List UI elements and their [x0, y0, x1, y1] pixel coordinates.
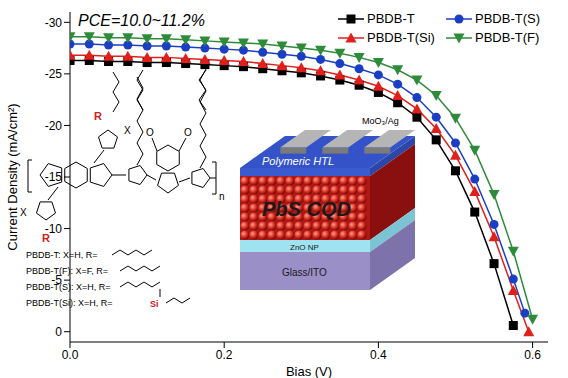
svg-text:X: X — [124, 125, 131, 136]
html-text:PCE=10.0~11.2%: PCE=10.0~11.2% — [78, 12, 205, 29]
html-text:PBDB-T(S): PBDB-T(S) — [475, 11, 540, 26]
svg-text:O: O — [146, 127, 154, 138]
svg-text:n: n — [219, 191, 225, 202]
svg-text:R: R — [42, 232, 50, 244]
svg-text:0.4: 0.4 — [370, 348, 387, 362]
svg-text:Bias (V): Bias (V) — [286, 364, 332, 378]
html-text:PBDB-T(Si): PBDB-T(Si) — [367, 30, 435, 45]
svg-text:O: O — [184, 127, 192, 138]
svg-text:Polymeric HTL: Polymeric HTL — [262, 155, 334, 167]
svg-text:-5: -5 — [51, 273, 62, 287]
svg-text:-20: -20 — [45, 119, 63, 133]
svg-text:PBDB-T(F): X=F, R=: PBDB-T(F): X=F, R= — [26, 266, 108, 276]
svg-text:PBDB-T: X=H, R=: PBDB-T: X=H, R= — [26, 250, 98, 260]
svg-text:0: 0 — [55, 325, 62, 339]
svg-text:0.2: 0.2 — [216, 348, 233, 362]
svg-text:R: R — [94, 110, 102, 122]
svg-text:PBDB-T(Si): X=H, R=: PBDB-T(Si): X=H, R= — [26, 298, 113, 308]
svg-text:MoO₃/Ag: MoO₃/Ag — [362, 116, 399, 126]
svg-text:PbS CQD: PbS CQD — [262, 198, 351, 220]
svg-text:-30: -30 — [45, 16, 63, 30]
svg-text:0.0: 0.0 — [62, 348, 79, 362]
svg-text:Current Density (mA/cm²): Current Density (mA/cm²) — [5, 103, 20, 250]
html-text:PBDB-T(F): PBDB-T(F) — [475, 30, 540, 45]
svg-text:PBDB-T(S): X=H, R=: PBDB-T(S): X=H, R= — [26, 282, 111, 292]
svg-text:Glass/ITO: Glass/ITO — [282, 267, 327, 278]
svg-text:0.6: 0.6 — [524, 348, 541, 362]
svg-text:-10: -10 — [45, 222, 63, 236]
svg-text:-25: -25 — [45, 67, 63, 81]
svg-text:ZnO NP: ZnO NP — [290, 243, 319, 252]
svg-text:Si: Si — [150, 299, 159, 309]
svg-text:X: X — [20, 207, 27, 218]
html-text:PBDB-T: PBDB-T — [367, 11, 415, 26]
svg-text:-15: -15 — [45, 170, 63, 184]
